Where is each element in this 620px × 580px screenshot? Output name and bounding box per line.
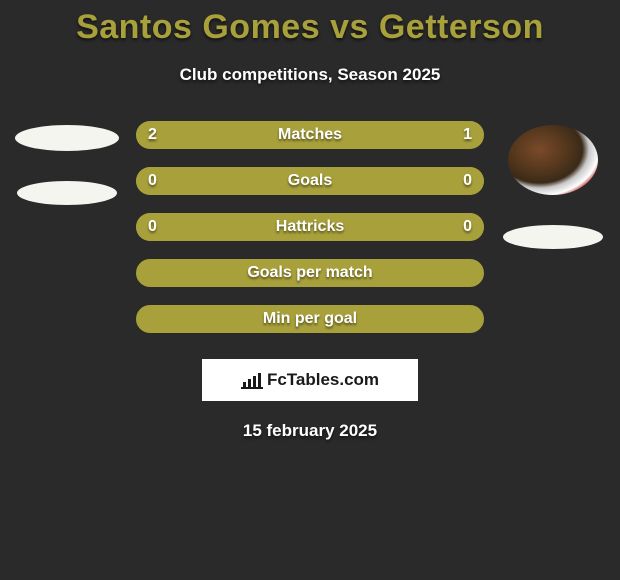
stat-label: Goals per match (247, 264, 372, 282)
stat-left-value: 0 (148, 172, 157, 190)
stat-row-hattricks: 0 0 Hattricks (136, 213, 484, 241)
comparison-card: Santos Gomes vs Getterson Club competiti… (0, 0, 620, 441)
stat-right-fill: 1 (359, 121, 484, 149)
stat-right-value: 0 (463, 218, 472, 236)
left-player-shadow (17, 181, 117, 205)
stat-label: Min per goal (263, 310, 357, 328)
stat-right-value: 0 (463, 172, 472, 190)
logo-box: FcTables.com (202, 359, 418, 401)
stat-row-goals: 0 0 Goals (136, 167, 484, 195)
stat-label: Goals (288, 172, 332, 190)
right-player-col (494, 121, 612, 249)
right-player-shadow (503, 225, 603, 249)
stat-left-value: 0 (148, 218, 157, 236)
stat-label: Hattricks (276, 218, 344, 236)
stat-right-value: 1 (463, 126, 472, 144)
stat-row-min-per-goal: Min per goal (136, 305, 484, 333)
stat-row-goals-per-match: Goals per match (136, 259, 484, 287)
logo-text: FcTables.com (267, 370, 379, 390)
stat-right-fill: 0 (310, 167, 484, 195)
right-player-avatar (508, 125, 598, 195)
stat-left-value: 2 (148, 126, 157, 144)
date-text: 15 february 2025 (0, 421, 620, 441)
stat-row-matches: 2 1 Matches (136, 121, 484, 149)
stats-column: 2 1 Matches 0 0 Goals 0 (126, 121, 494, 351)
page-title: Santos Gomes vs Getterson (0, 8, 620, 47)
chart-icon (241, 371, 263, 389)
stat-label: Matches (278, 126, 342, 144)
content-row: 2 1 Matches 0 0 Goals 0 (0, 121, 620, 351)
subtitle: Club competitions, Season 2025 (0, 65, 620, 85)
left-player-col (8, 121, 126, 205)
left-player-avatar-placeholder (15, 125, 119, 151)
stat-left-fill: 0 (136, 167, 310, 195)
